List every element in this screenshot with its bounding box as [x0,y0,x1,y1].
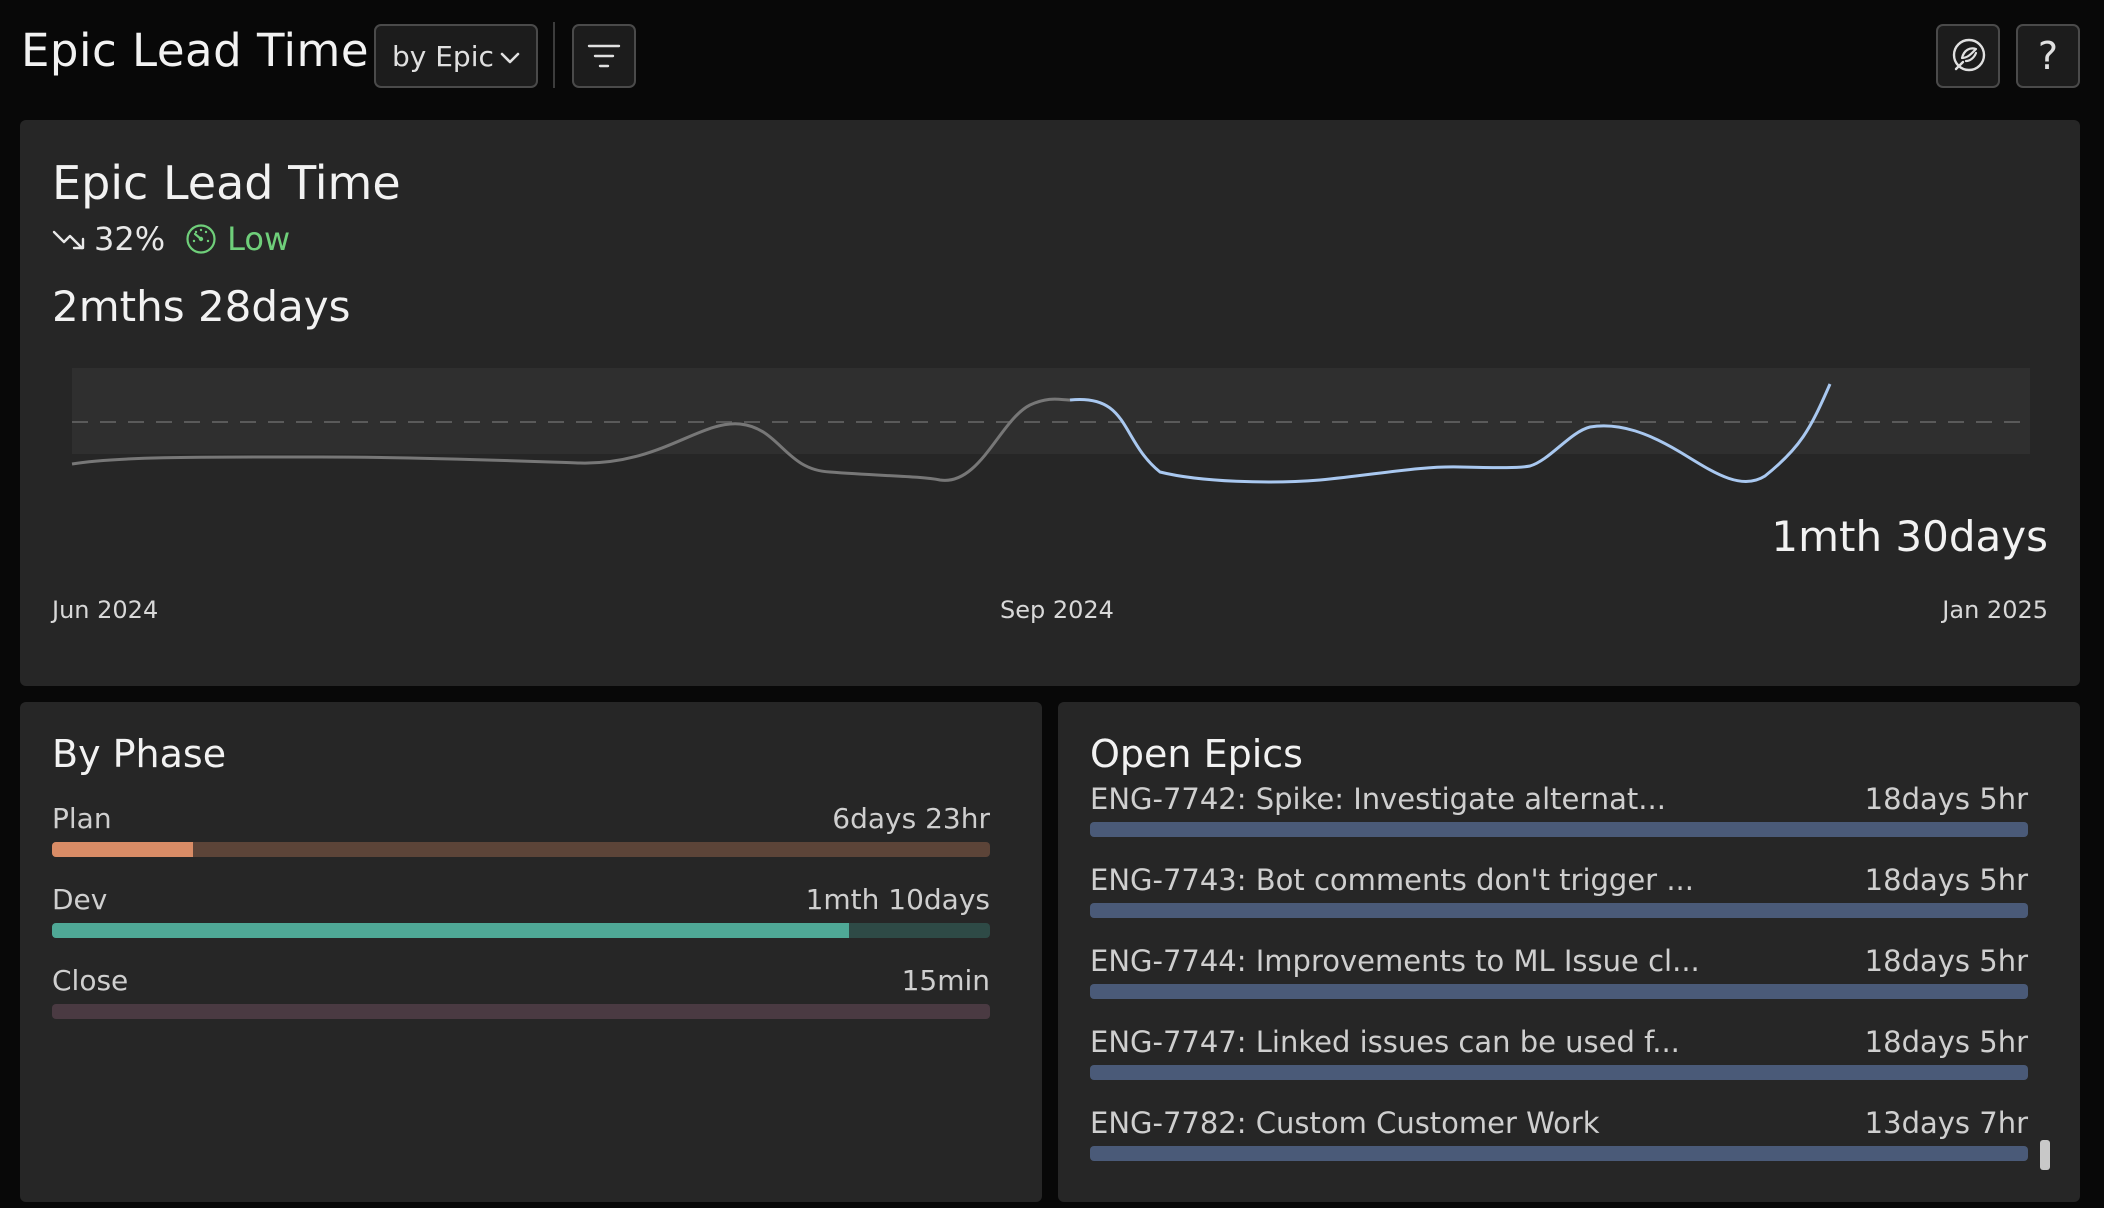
epic-bar [1090,984,2028,999]
filter-lines-icon [587,44,621,68]
open-epics-title: Open Epics [1090,732,1303,776]
latest-lead-time: 1mth 30days [1771,512,2048,561]
epic-list-item[interactable]: ENG-7782: Custom Customer Work 13days 7h… [1090,1106,2028,1170]
series-line-recent [1069,383,1832,484]
page-title: Epic Lead Time [21,24,370,77]
trend-down-icon [52,230,85,250]
open-epics-card: Open Epics ENG-7742: Spike: Investigate … [1058,702,2080,1202]
epic-bar [1090,903,2028,918]
chart-card-title: Epic Lead Time [52,156,401,210]
lead-time-line-chart [71,368,2030,484]
epic-duration: 18days 5hr [1864,944,2028,978]
epic-bar [1090,1065,2028,1080]
ai-assistant-button[interactable] [1936,24,2000,88]
status-label: Low [227,220,291,258]
by-phase-title: By Phase [52,732,227,776]
phase-bar-track [52,842,990,857]
phase-value: 6days 23hr [832,802,990,835]
phase-label: Close [52,964,129,997]
scrollbar-thumb[interactable] [2040,1140,2050,1170]
phase-bar-fill [52,923,850,938]
help-icon: ? [2037,34,2059,78]
chevron-down-icon [500,52,520,64]
by-phase-card: By Phase Plan 6days 23hr Dev 1mth 10days… [20,702,1042,1202]
epic-list-item[interactable]: ENG-7742: Spike: Investigate alternat...… [1090,782,2028,846]
epic-duration: 13days 7hr [1864,1106,2028,1140]
status-badge: Low [185,220,290,258]
filter-button[interactable] [572,24,636,88]
phase-value: 15min [901,964,990,997]
epic-label: ENG-7743: Bot comments don't trigger ... [1090,863,1694,897]
phase-label: Dev [52,883,108,916]
epic-label: ENG-7782: Custom Customer Work [1090,1106,1600,1140]
epic-label: ENG-7744: Improvements to ML Issue cl... [1090,944,1700,978]
epic-bar [1090,1146,2028,1161]
x-tick-label: Jan 2025 [1942,596,2048,624]
trend-percent: 32% [94,220,166,258]
phase-bar-track [52,923,990,938]
phase-bar-fill [52,842,193,857]
top-bar: Epic Lead Time by Epic ? [0,0,2104,112]
phase-label: Plan [52,802,112,835]
speedometer-icon [186,224,216,254]
epic-duration: 18days 5hr [1864,1025,2028,1059]
epic-label: ENG-7742: Spike: Investigate alternat... [1090,782,1666,816]
epic-label: ENG-7747: Linked issues can be used f... [1090,1025,1680,1059]
ai-assistant-icon [1952,38,1986,72]
group-by-dropdown[interactable]: by Epic [374,24,538,88]
chart-band [72,368,2030,454]
epic-list-item[interactable]: ENG-7744: Improvements to ML Issue cl...… [1090,944,2028,1008]
current-lead-time: 2mths 28days [52,282,351,331]
series-line-history [71,397,1071,482]
epic-list-item[interactable]: ENG-7743: Bot comments don't trigger ...… [1090,863,2028,927]
group-by-value: by Epic [392,39,494,73]
phase-value: 1mth 10days [805,883,990,916]
x-tick-label: Sep 2024 [1000,596,1114,624]
trend-summary: 32% Low [52,220,290,258]
epic-bar [1090,822,2028,837]
toolbar-divider [553,22,555,88]
x-tick-label: Jun 2024 [52,596,159,624]
help-button[interactable]: ? [2016,24,2080,88]
phase-bar-track [52,1004,990,1019]
lead-time-chart-card: Epic Lead Time 32% Low 2mths 28days [20,120,2080,686]
epic-duration: 18days 5hr [1864,782,2028,816]
epic-duration: 18days 5hr [1864,863,2028,897]
epic-list-item[interactable]: ENG-7747: Linked issues can be used f...… [1090,1025,2028,1089]
